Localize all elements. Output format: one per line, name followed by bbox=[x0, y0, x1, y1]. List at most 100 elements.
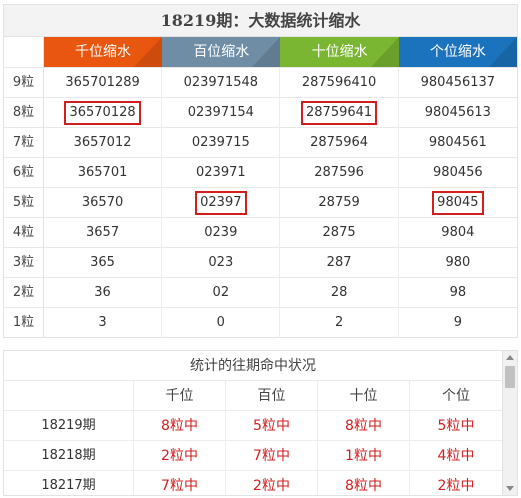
table-cell: 2875 bbox=[280, 218, 399, 248]
table-row: 6粒 365701 023971 287596 980456 bbox=[4, 157, 517, 188]
table-cell: 365701289 bbox=[44, 68, 163, 98]
history-period: 18217期 bbox=[4, 471, 134, 495]
cell-value: 023971548 bbox=[183, 75, 259, 90]
table-cell: 287596410 bbox=[280, 68, 399, 98]
history-period: 18218期 bbox=[4, 441, 134, 471]
history-hit: 8粒中 bbox=[134, 411, 226, 441]
cell-value: 36 bbox=[94, 285, 111, 300]
history-col-hundreds: 百位 bbox=[226, 381, 318, 411]
cell-value: 0239715 bbox=[191, 135, 250, 150]
history-row: 18219期 8粒中 5粒中 8粒中 5粒中 bbox=[4, 411, 502, 441]
scroll-up-arrow-icon[interactable] bbox=[506, 355, 514, 360]
history-col-thousands: 千位 bbox=[134, 381, 226, 411]
table-cell: 0239715 bbox=[162, 128, 281, 158]
vertical-scrollbar[interactable] bbox=[502, 351, 517, 495]
table-cell-highlighted: 28759641 bbox=[280, 98, 399, 128]
cell-value: 287596 bbox=[314, 165, 364, 180]
header-tens: 十位缩水 bbox=[280, 37, 399, 67]
cell-value: 2875964 bbox=[310, 135, 369, 150]
shrink-stats-table: 18219期：大数据统计缩水 千位缩水 百位缩水 十位缩水 个位缩水 9粒 36… bbox=[3, 4, 518, 338]
history-header-row: 千位 百位 十位 个位 bbox=[4, 381, 502, 411]
header-label: 十位缩水 bbox=[311, 44, 368, 60]
row-label: 3粒 bbox=[4, 248, 44, 278]
cell-value: 28 bbox=[330, 285, 348, 300]
header-hundreds: 百位缩水 bbox=[162, 37, 281, 67]
cell-value: 02 bbox=[212, 285, 230, 300]
table-cell: 98 bbox=[399, 278, 517, 308]
cell-value: 287596410 bbox=[301, 75, 377, 90]
table-cell: 365 bbox=[44, 248, 163, 278]
history-hit: 4粒中 bbox=[437, 448, 475, 464]
history-hit: 5粒中 bbox=[437, 418, 475, 434]
cell-value: 3657012 bbox=[73, 135, 132, 150]
history-title: 统计的往期命中状况 bbox=[4, 351, 502, 381]
cell-value: 36570 bbox=[81, 195, 124, 210]
table-cell: 980456137 bbox=[399, 68, 517, 98]
header-label: 百位缩水 bbox=[193, 44, 250, 60]
table-cell: 02 bbox=[162, 278, 281, 308]
table-cell: 365701 bbox=[44, 158, 163, 188]
table-cell: 36570 bbox=[44, 188, 163, 218]
cell-value: 023 bbox=[208, 255, 234, 270]
hit-history-panel[interactable]: 统计的往期命中状况 千位 百位 十位 个位 18219期 8粒中 5粒中 8粒中… bbox=[3, 350, 518, 496]
table-cell: 9804561 bbox=[399, 128, 517, 158]
table-cell: 2 bbox=[280, 308, 399, 338]
cell-value: 365 bbox=[90, 255, 115, 270]
table-cell: 3657012 bbox=[44, 128, 163, 158]
history-hit: 2粒中 bbox=[437, 478, 475, 494]
history-hit: 7粒中 bbox=[134, 471, 226, 495]
row-label: 5粒 bbox=[4, 188, 44, 218]
scroll-thumb[interactable] bbox=[505, 366, 515, 388]
table-cell-highlighted: 98045 bbox=[399, 188, 517, 218]
table-cell: 98045613 bbox=[399, 98, 517, 128]
row-label: 9粒 bbox=[4, 68, 44, 98]
history-hit: 8粒中 bbox=[318, 411, 410, 441]
history-hit: 8粒中 bbox=[318, 471, 410, 495]
cell-value: 9804561 bbox=[428, 135, 487, 150]
cell-value: 02397154 bbox=[187, 105, 254, 120]
table-row: 8粒 36570128 02397154 28759641 98045613 bbox=[4, 97, 517, 128]
table-title: 18219期：大数据统计缩水 bbox=[4, 5, 517, 37]
history-hit: 2粒中 bbox=[134, 441, 226, 471]
history-hit: 1粒中 bbox=[318, 441, 410, 471]
table-row: 7粒 3657012 0239715 2875964 9804561 bbox=[4, 127, 517, 158]
cell-value: 28759 bbox=[318, 195, 360, 210]
cell-value: 9 bbox=[453, 315, 462, 330]
row-label: 6粒 bbox=[4, 158, 44, 188]
table-cell: 9804 bbox=[399, 218, 517, 248]
history-col-tens: 十位 bbox=[318, 381, 410, 411]
table-cell: 28759 bbox=[280, 188, 399, 218]
history-header-corner bbox=[4, 381, 134, 411]
table-row: 1粒 3 0 2 9 bbox=[4, 307, 517, 338]
table-cell: 3657 bbox=[44, 218, 163, 248]
cell-value: 98045613 bbox=[424, 105, 491, 120]
table-cell: 36 bbox=[44, 278, 163, 308]
header-units: 个位缩水 bbox=[398, 37, 517, 67]
header-thousands: 千位缩水 bbox=[43, 37, 163, 67]
cell-value: 36570128 bbox=[64, 101, 141, 125]
cell-value: 980 bbox=[445, 255, 471, 270]
scroll-down-arrow-icon[interactable] bbox=[506, 486, 514, 491]
table-cell: 980456 bbox=[399, 158, 517, 188]
cell-value: 287 bbox=[326, 255, 352, 270]
table-cell: 023971 bbox=[162, 158, 281, 188]
table-cell: 02397154 bbox=[162, 98, 281, 128]
table-cell: 3 bbox=[44, 308, 163, 338]
cell-value: 980456137 bbox=[420, 75, 496, 90]
row-label: 1粒 bbox=[4, 308, 44, 338]
cell-value: 9804 bbox=[441, 225, 475, 240]
table-cell: 023971548 bbox=[162, 68, 281, 98]
row-label: 8粒 bbox=[4, 98, 44, 128]
cell-value: 0 bbox=[216, 315, 225, 330]
table-cell: 2875964 bbox=[280, 128, 399, 158]
history-hit: 2粒中 bbox=[226, 471, 318, 495]
row-label: 4粒 bbox=[4, 218, 44, 248]
row-label: 7粒 bbox=[4, 128, 44, 158]
table-cell: 0 bbox=[162, 308, 281, 338]
table-cell: 023 bbox=[162, 248, 281, 278]
cell-value: 023971 bbox=[196, 165, 246, 180]
history-hit: 5粒中 bbox=[226, 411, 318, 441]
cell-value: 365701289 bbox=[65, 75, 140, 90]
table-cell: 0239 bbox=[162, 218, 281, 248]
table-cell: 9 bbox=[399, 308, 517, 338]
